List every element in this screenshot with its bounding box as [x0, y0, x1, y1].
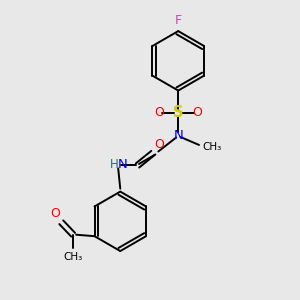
Text: CH₃: CH₃ — [64, 252, 83, 262]
Text: S: S — [173, 105, 184, 120]
Text: F: F — [175, 14, 182, 27]
Text: N: N — [118, 158, 128, 171]
Text: O: O — [50, 207, 60, 220]
Text: CH₃: CH₃ — [202, 142, 221, 152]
Text: O: O — [154, 139, 164, 152]
Text: O: O — [192, 106, 202, 119]
Text: H: H — [110, 158, 118, 171]
Text: O: O — [154, 106, 164, 119]
Text: N: N — [173, 129, 183, 142]
